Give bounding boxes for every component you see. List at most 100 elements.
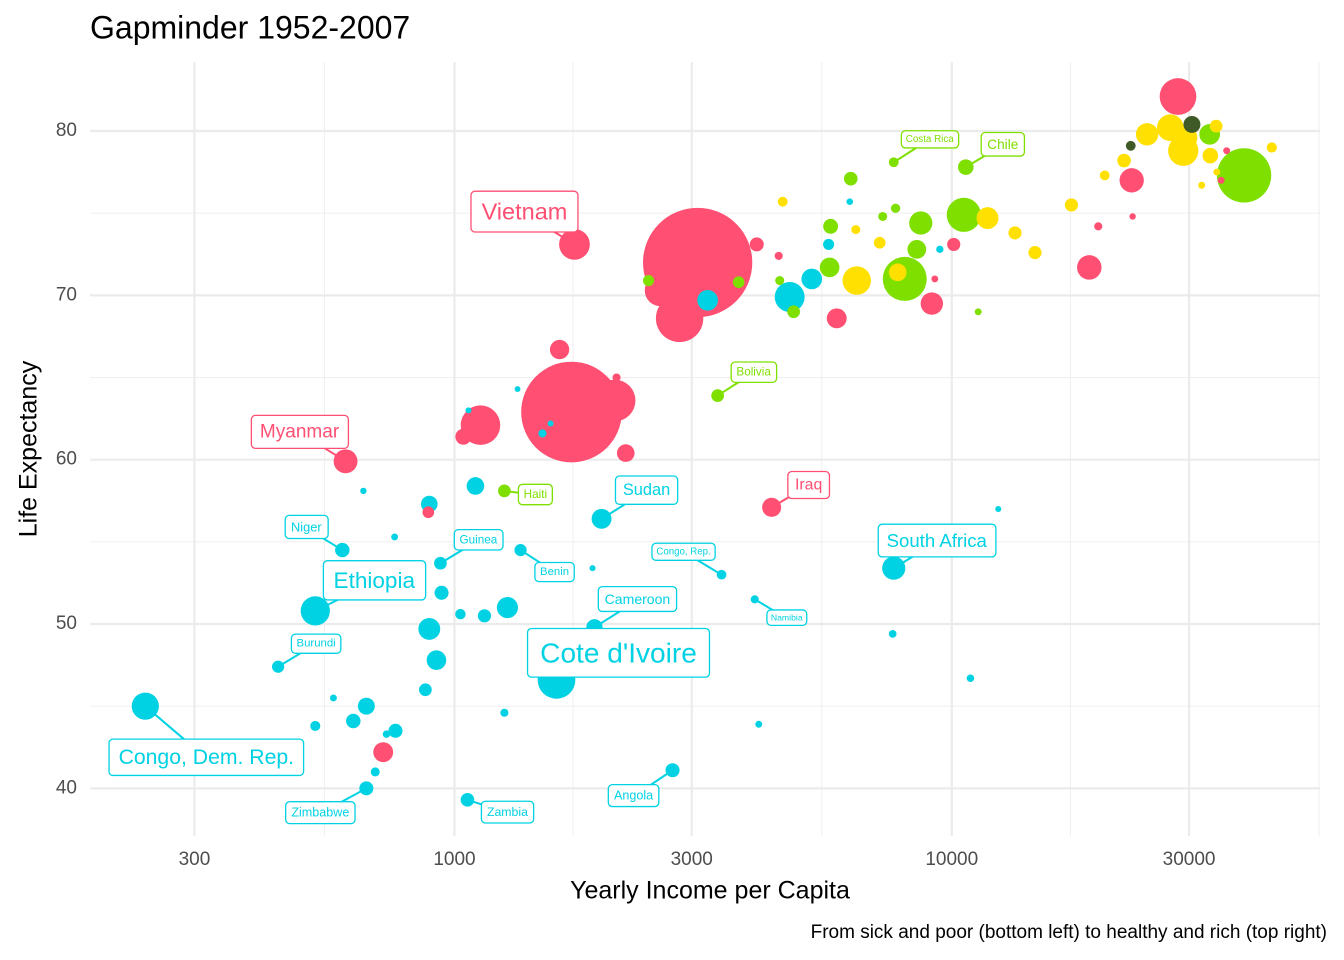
bubble (589, 565, 596, 572)
bubble (310, 720, 321, 731)
label-box (250, 414, 350, 449)
bubble (826, 308, 847, 329)
bubble (819, 257, 840, 278)
bubble (373, 742, 394, 763)
bubble (749, 237, 764, 252)
bubble (370, 767, 380, 777)
bubble (846, 198, 854, 205)
bubble (477, 609, 492, 623)
bubble (559, 229, 590, 260)
point-label: Congo, Dem. Rep. (119, 746, 294, 769)
label-box (730, 361, 778, 384)
bubble (549, 339, 570, 360)
bubble (1266, 142, 1277, 153)
bubble (851, 225, 861, 235)
x-axis-label: Yearly Income per Capita (570, 877, 850, 905)
label-box (534, 561, 575, 583)
label-box (877, 523, 997, 558)
bubble (801, 268, 823, 290)
y-axis-label: Life Expectancy (15, 360, 43, 537)
bubble (419, 683, 432, 697)
bubble (1117, 153, 1131, 168)
x-tick-label: 300 (179, 849, 211, 870)
bubble (1198, 181, 1206, 189)
bubble (888, 630, 897, 638)
label-box (900, 130, 960, 149)
bubble (755, 720, 763, 728)
bubble (823, 238, 835, 250)
bubble (774, 251, 783, 260)
bubble (1216, 148, 1272, 203)
x-tick-label: 3000 (671, 849, 713, 870)
bubble (1064, 198, 1079, 212)
bubble (466, 477, 485, 495)
y-tick-label: 40 (56, 777, 77, 798)
bubble (1129, 213, 1136, 220)
bubble (931, 275, 939, 283)
bubble (774, 282, 805, 312)
bubble (360, 487, 367, 495)
label-box (766, 609, 808, 627)
bubble (1202, 147, 1219, 164)
bubble (888, 157, 899, 168)
label-box (322, 560, 427, 601)
bubble (455, 608, 466, 620)
bubble (907, 239, 927, 259)
point-label: Vietnam (482, 199, 568, 225)
bubble (1223, 147, 1231, 155)
point-label: Costa Rica (906, 134, 954, 145)
point-label: Haiti (524, 488, 547, 501)
label-box (453, 528, 504, 551)
bubble (642, 275, 655, 287)
bubble (947, 237, 961, 251)
bubble (777, 196, 788, 207)
point-label: Zambia (487, 805, 528, 819)
label-box (526, 627, 711, 678)
x-tick-label: 30000 (1163, 849, 1216, 870)
bubble (388, 723, 403, 738)
point-label: Congo, Rep. (656, 546, 710, 557)
bubble (329, 694, 337, 702)
bubble (974, 308, 982, 316)
y-tick-label: 70 (56, 284, 77, 305)
label-box (284, 514, 329, 540)
point-label: Guinea (460, 533, 498, 546)
point-label: Cote d'Ivoire (540, 637, 697, 668)
bubble (873, 236, 886, 249)
label-box (290, 633, 342, 654)
bubble (357, 697, 375, 715)
bubble (697, 289, 718, 311)
point-label: Iraq (795, 477, 822, 494)
bubble (422, 506, 435, 519)
point-label: Chile (987, 137, 1018, 152)
label-box (980, 131, 1026, 157)
bubble (946, 197, 981, 232)
label-box (597, 585, 678, 613)
point-label: Cameroon (605, 591, 671, 607)
point-label: Zimbabwe (291, 806, 349, 820)
bubble (434, 585, 449, 600)
bubble (593, 379, 636, 422)
y-tick-label: 50 (56, 613, 77, 634)
point-label: Burundi (297, 638, 336, 650)
point-label: Myanmar (260, 421, 340, 442)
label-box (607, 783, 660, 808)
bubble (1217, 176, 1225, 184)
bubble (890, 203, 901, 213)
bubble (547, 420, 554, 427)
label-box (614, 475, 679, 505)
bubble (843, 171, 858, 186)
label-box (787, 470, 831, 500)
bubble (465, 407, 472, 414)
bubble (882, 256, 927, 301)
point-label: Ethiopia (334, 568, 416, 593)
bubble (1099, 170, 1110, 181)
point-label: Sudan (623, 481, 670, 499)
bubble (1094, 222, 1103, 231)
bubble (418, 618, 441, 640)
bubble (500, 708, 509, 717)
bubble (842, 266, 871, 295)
bubble (1213, 168, 1221, 176)
bubble (878, 211, 888, 221)
